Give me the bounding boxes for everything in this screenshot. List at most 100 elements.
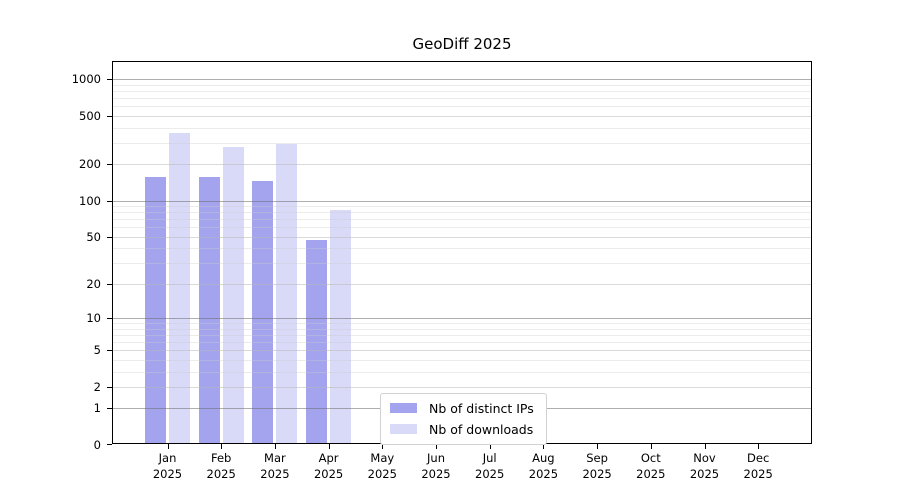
y-tick-mark-0: [107, 444, 112, 445]
gridline-minor-y-900: [113, 84, 811, 86]
x-tick-label-feb: Feb 2025: [186, 451, 256, 482]
x-tick-label-jul: Jul 2025: [455, 451, 525, 482]
x-tick-year: 2025: [475, 466, 505, 481]
x-tick-month: Sep: [586, 451, 608, 465]
x-tick-year: 2025: [313, 466, 344, 481]
x-tick-year: 2025: [636, 466, 666, 481]
gridline-y-50: [113, 236, 811, 238]
legend-swatch-downloads: [390, 424, 417, 434]
legend-swatch-distinct-ips: [390, 403, 417, 413]
y-tick-mark-20: [107, 283, 112, 285]
x-tick-mark-jan: [167, 444, 169, 449]
x-tick-month: Apr: [318, 451, 339, 465]
gridline-y-200: [113, 164, 811, 166]
x-tick-mark-may: [382, 444, 384, 449]
x-tick-mark-jul: [489, 444, 491, 449]
y-tick-mark-100: [107, 200, 112, 202]
bar-downloads-jan: [169, 133, 190, 443]
x-tick-label-jun: Jun 2025: [401, 451, 471, 482]
y-tick-label-200: 200: [79, 157, 101, 172]
x-tick-label-oct: Oct 2025: [616, 451, 686, 482]
gridline-y-2: [113, 386, 811, 388]
x-tick-mark-oct: [650, 444, 652, 449]
y-tick-mark-1000: [107, 79, 112, 81]
y-tick-label-500: 500: [79, 108, 101, 123]
gridline-y-5: [113, 350, 811, 352]
gridline-y-1000: [113, 79, 811, 81]
bar-downloads-mar: [276, 144, 298, 443]
gridline-minor-y-90: [113, 206, 811, 208]
x-tick-month: Oct: [640, 451, 661, 465]
gridline-minor-y-700: [113, 98, 811, 100]
gridline-minor-y-800: [113, 91, 811, 92]
bar-distinct-ips-mar: [252, 181, 274, 443]
gridline-minor-y-7: [113, 334, 811, 336]
y-tick-mark-1: [107, 408, 112, 410]
x-tick-year: 2025: [367, 466, 397, 481]
legend-entry-downloads: Nb of downloads: [390, 421, 534, 437]
x-tick-label-may: May 2025: [347, 451, 417, 482]
legend-label-distinct-ips: Nb of distinct IPs: [429, 400, 534, 416]
x-tick-month: Nov: [693, 451, 716, 465]
x-tick-label-aug: Aug 2025: [508, 451, 578, 482]
x-tick-mark-jun: [436, 444, 437, 449]
plot-area: Nb of distinct IPs Nb of downloads 0 1 2 5 1…: [72, 61, 812, 481]
legend-entry-distinct-ips: Nb of distinct IPs: [390, 400, 534, 416]
y-tick-mark-50: [107, 236, 112, 238]
legend-label-downloads: Nb of downloads: [429, 421, 534, 437]
x-tick-month: Jan: [158, 451, 177, 465]
gridline-y-10: [113, 318, 811, 320]
x-tick-month: Jun: [427, 451, 445, 465]
y-tick-label-100: 100: [79, 193, 101, 208]
x-tick-label-mar: Mar 2025: [240, 451, 310, 482]
x-tick-year: 2025: [206, 466, 236, 481]
x-tick-label-nov: Nov 2025: [670, 451, 740, 482]
bar-downloads-feb: [222, 147, 244, 443]
x-tick-mark-aug: [543, 444, 545, 449]
legend: Nb of distinct IPs Nb of downloads: [380, 393, 547, 445]
x-tick-mark-apr: [328, 444, 330, 449]
y-tick-label-0: 0: [93, 438, 101, 452]
x-tick-mark-feb: [221, 444, 223, 449]
gridline-minor-y-300: [113, 142, 811, 144]
gridline-y-100: [113, 200, 811, 202]
x-tick-mark-mar: [274, 444, 276, 449]
x-tick-label-apr: Apr 2025: [294, 451, 364, 482]
x-tick-month: Jul: [482, 451, 497, 465]
x-tick-year: 2025: [421, 466, 451, 481]
x-tick-year: 2025: [260, 466, 290, 481]
gridline-minor-y-8: [113, 328, 811, 330]
y-tick-label-50: 50: [86, 229, 101, 244]
gridline-minor-y-60: [113, 227, 811, 229]
gridline-minor-y-9: [113, 323, 811, 325]
gridline-minor-y-400: [113, 127, 811, 129]
gridline-minor-y-600: [113, 106, 811, 108]
gridline-y-500: [113, 115, 811, 117]
gridline-minor-y-70: [113, 219, 811, 221]
gridline-minor-y-30: [113, 263, 811, 265]
gridline-minor-y-4: [113, 359, 811, 361]
x-tick-month: Feb: [211, 451, 232, 465]
x-tick-mark-dec: [758, 444, 760, 449]
x-tick-month: Aug: [532, 451, 555, 465]
x-tick-year: 2025: [743, 466, 773, 481]
y-tick-mark-500: [107, 115, 112, 117]
x-tick-month: Mar: [264, 451, 286, 465]
x-tick-year: 2025: [152, 466, 183, 481]
y-tick-mark-5: [107, 350, 112, 352]
x-tick-label-dec: Dec 2025: [723, 451, 793, 482]
y-tick-label-20: 20: [86, 276, 101, 291]
x-tick-label-jan: Jan 2025: [133, 451, 203, 482]
y-tick-mark-2: [107, 386, 112, 388]
y-tick-mark-10: [107, 318, 112, 320]
x-tick-year: 2025: [528, 466, 559, 481]
gridline-minor-y-40: [113, 248, 811, 250]
x-tick-label-sep: Sep 2025: [562, 451, 632, 482]
y-tick-label-2: 2: [93, 379, 101, 394]
x-tick-mark-sep: [597, 444, 599, 449]
gridline-minor-y-80: [113, 212, 811, 214]
x-tick-year: 2025: [689, 466, 720, 481]
y-tick-label-1000: 1000: [71, 72, 101, 87]
bar-distinct-ips-apr: [306, 240, 328, 443]
